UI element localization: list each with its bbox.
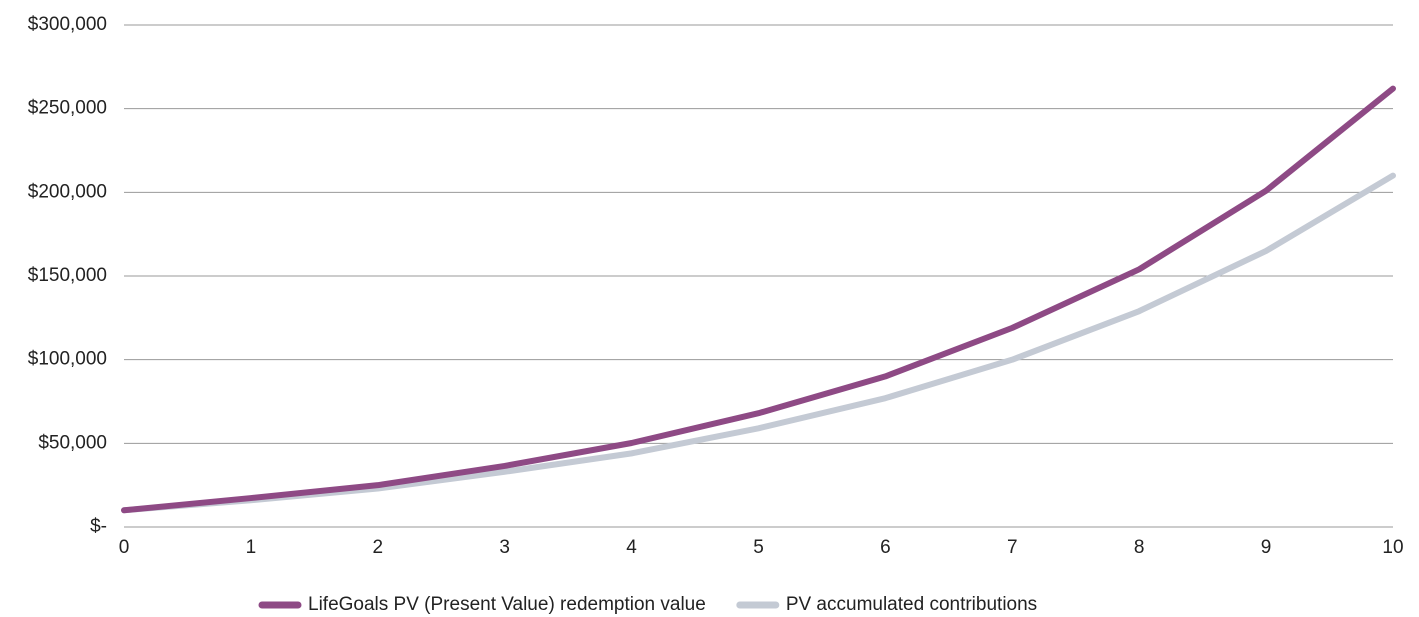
y-tick-label: $200,000 bbox=[28, 181, 107, 202]
x-tick-label: 6 bbox=[880, 537, 891, 558]
y-tick-label: $50,000 bbox=[38, 432, 107, 453]
x-tick-label: 10 bbox=[1382, 537, 1403, 558]
legend: LifeGoals PV (Present Value) redemption … bbox=[258, 594, 1037, 615]
y-tick-label: $100,000 bbox=[28, 349, 107, 370]
x-tick-label: 9 bbox=[1261, 537, 1272, 558]
x-tick-label: 1 bbox=[246, 537, 257, 558]
x-tick-label: 4 bbox=[626, 537, 637, 558]
x-tick-label: 3 bbox=[499, 537, 510, 558]
legend-label: LifeGoals PV (Present Value) redemption … bbox=[308, 594, 706, 615]
y-tick-label: $- bbox=[90, 516, 107, 537]
series-line bbox=[121, 172, 1396, 514]
y-tick-label: $150,000 bbox=[28, 265, 107, 286]
legend-label: PV accumulated contributions bbox=[786, 594, 1037, 615]
x-tick-label: 5 bbox=[753, 537, 764, 558]
y-tick-label: $250,000 bbox=[28, 98, 107, 119]
x-tick-label: 8 bbox=[1134, 537, 1145, 558]
x-tick-label: 0 bbox=[119, 537, 130, 558]
x-tick-label: 2 bbox=[373, 537, 384, 558]
y-tick-label: $300,000 bbox=[28, 14, 107, 35]
x-tick-label: 7 bbox=[1007, 537, 1018, 558]
series-line bbox=[121, 85, 1396, 514]
